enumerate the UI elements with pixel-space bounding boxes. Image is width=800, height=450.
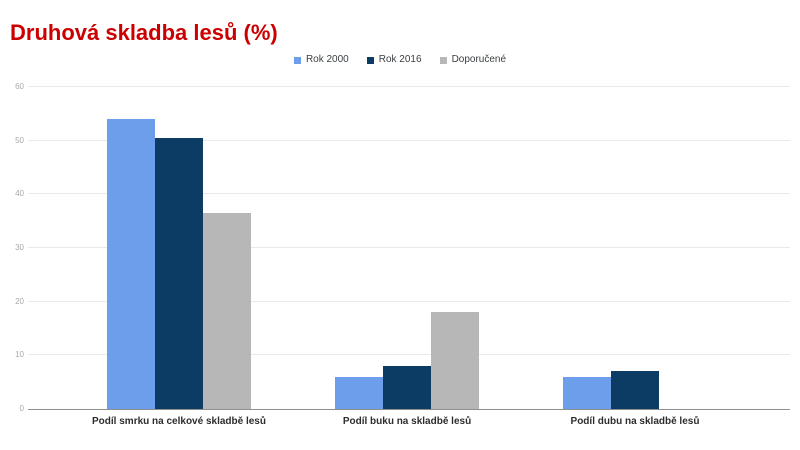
bar-group-3 xyxy=(521,371,749,409)
legend-swatch-icon xyxy=(366,56,374,64)
legend-item-rok-2000: Rok 2000 xyxy=(293,54,349,65)
chart-title: Druhová skladba lesů (%) xyxy=(10,20,278,45)
bar-rok-2000 xyxy=(563,376,611,409)
legend-label: Rok 2016 xyxy=(378,54,422,65)
gridline-60 xyxy=(28,86,790,87)
y-tick-label: 0 xyxy=(19,404,24,413)
bar-rok-2000 xyxy=(107,119,155,409)
legend-swatch-icon xyxy=(439,56,447,64)
legend-label: Doporučené xyxy=(451,54,507,65)
legend-item-rok-2016: Rok 2016 xyxy=(366,54,422,65)
legend-label: Rok 2000 xyxy=(305,54,349,65)
plot-area: 0 10 20 30 40 50 60 Podíl smrku na celkové skla… xyxy=(15,82,790,427)
gridline-10 xyxy=(28,354,790,356)
bar-doporučené xyxy=(203,213,251,409)
y-tick-label: 10 xyxy=(15,350,24,360)
category-label: Podíl buku na skladbě lesů xyxy=(342,416,472,427)
bar-doporučené xyxy=(431,312,479,409)
bar-rok-2016 xyxy=(611,371,659,409)
gridline-30 xyxy=(28,247,790,248)
bar-group-1 xyxy=(65,119,293,409)
gridline-20 xyxy=(28,300,790,302)
bar-rok-2000 xyxy=(335,376,383,409)
y-tick-label: 60 xyxy=(15,82,24,91)
bar-group-2 xyxy=(293,312,521,409)
bar-rok-2016 xyxy=(155,137,203,409)
legend-item-doporučené: Doporučené xyxy=(439,54,507,65)
legend-swatch-icon xyxy=(293,56,301,64)
y-tick-label: 30 xyxy=(15,243,24,252)
category-label: Podíl smrku na celkové skladbě lesů xyxy=(92,416,266,427)
chart-legend: Rok 2000 Rok 2016 Doporučené xyxy=(0,55,800,65)
y-tick-label: 50 xyxy=(15,135,24,145)
gridline-50 xyxy=(28,139,790,141)
y-tick-label: 40 xyxy=(15,189,24,199)
category-label: Podíl dubu na skladbě lesů xyxy=(570,416,700,427)
y-tick-label: 20 xyxy=(15,296,24,306)
bar-rok-2016 xyxy=(383,366,431,409)
gridline-40 xyxy=(28,193,790,195)
